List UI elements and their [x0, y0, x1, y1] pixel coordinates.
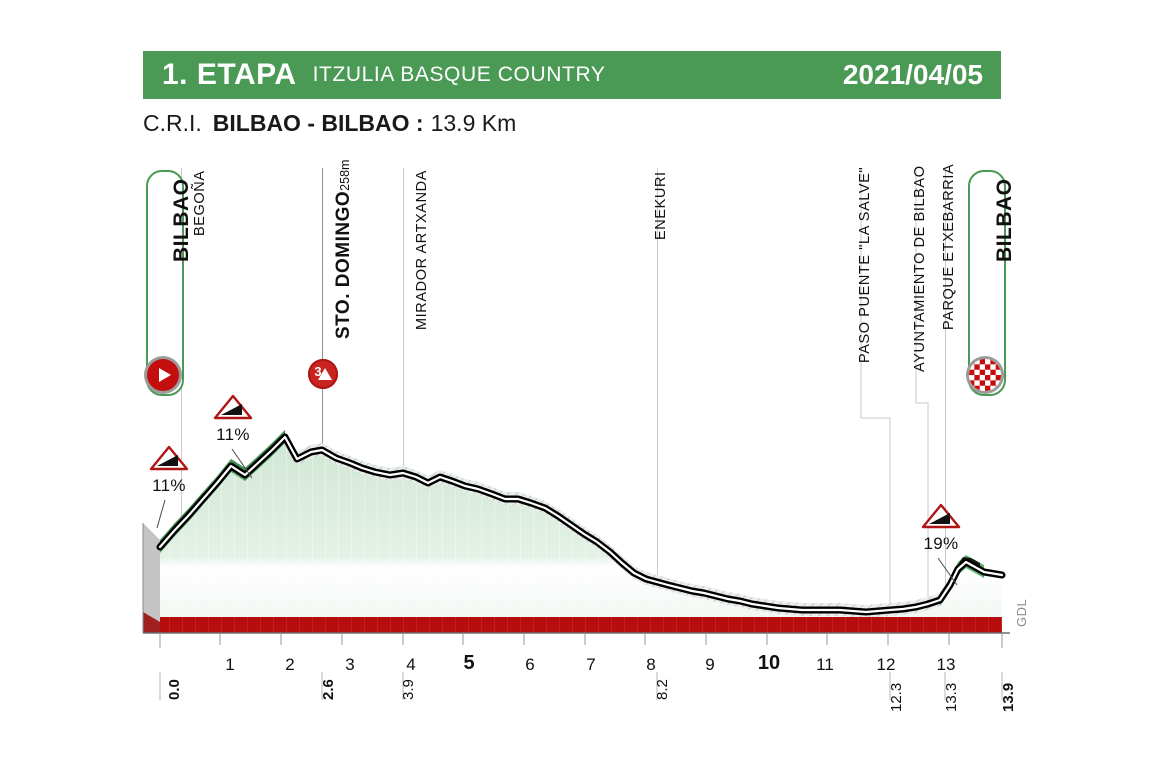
guide-line-enekuri	[657, 168, 658, 633]
gradient-warning-icon	[149, 445, 189, 471]
guide-line-parque	[945, 168, 946, 633]
stage-subheader: C.R.I. BILBAO - BILBAO : 13.9 Km	[143, 108, 1003, 138]
km-tick-marks	[159, 633, 1003, 648]
km-tick-label: 1	[225, 655, 235, 674]
play-icon	[159, 368, 171, 382]
gradient-warning-icon	[213, 394, 253, 420]
gradient-value: 11%	[216, 425, 250, 444]
start-capsule	[146, 170, 184, 396]
finish-capsule	[968, 170, 1006, 396]
checkered-flag-icon	[969, 359, 1001, 391]
climb-category-number: 3	[314, 364, 321, 379]
start-marker-icon[interactable]	[147, 359, 179, 391]
km-tick-label: 3	[345, 655, 355, 674]
km-tick-label: 7	[586, 655, 596, 674]
distance-label: 12.3	[888, 682, 905, 712]
guide-line-sto-domingo	[322, 168, 323, 633]
distance-tick-lines	[159, 672, 1003, 700]
gradient-marker-3: 19%	[920, 502, 962, 554]
distance-label: 3.9	[400, 679, 417, 700]
profile-left-wall-base	[143, 612, 160, 633]
km-tick-label: 8	[646, 655, 656, 674]
km-tick-label: 5	[463, 652, 475, 674]
mountain-icon: 3	[308, 359, 338, 389]
profile-fill-grid	[160, 430, 1002, 615]
header-bar: 1. ETAPA ITZULIA BASQUE COUNTRY 2021/04/…	[143, 51, 1001, 99]
km-tick-label: 4	[406, 655, 416, 674]
km-tick-label: 10	[757, 652, 781, 674]
distance-label: 13.3	[943, 682, 960, 712]
km-tick-label: 9	[705, 655, 715, 674]
stage-distance: 13.9 Km	[430, 109, 517, 136]
profile-road-center	[158, 435, 1004, 614]
stage-date: 2021/04/05	[842, 59, 983, 90]
gradient-value: 19%	[923, 534, 959, 553]
km-tick-label: 2	[285, 655, 295, 674]
gradient-marker-2: 11%	[212, 393, 254, 445]
distance-label-finish: 13.9	[1000, 682, 1017, 712]
stage-number: 1. ETAPA	[162, 58, 297, 91]
km-tick-label: 6	[525, 655, 535, 674]
gradient-marker-1: 11%	[148, 444, 190, 496]
finish-marker-icon[interactable]	[969, 359, 1001, 391]
guide-line-mirador	[403, 168, 404, 633]
watermark-label: GDL	[1014, 598, 1029, 627]
stage-route: BILBAO - BILBAO :	[212, 109, 424, 136]
km-tick-label: 11	[816, 655, 834, 674]
guide-line-begona	[181, 168, 182, 633]
gradient-value: 11%	[152, 476, 186, 495]
race-name: ITZULIA BASQUE COUNTRY	[312, 63, 606, 86]
gradient-warning-icon	[921, 503, 961, 529]
profile-left-wall	[143, 523, 160, 633]
km-tick-label: 13	[936, 655, 956, 674]
km-tick-label: 12	[876, 655, 896, 674]
distance-label-start: 0.0	[166, 679, 183, 700]
climb-category-marker-sto-domingo[interactable]: 3	[308, 359, 338, 389]
distance-label: 8.2	[654, 679, 671, 700]
stage-type: C.R.I.	[143, 109, 202, 136]
distance-label: 2.6	[320, 679, 337, 700]
